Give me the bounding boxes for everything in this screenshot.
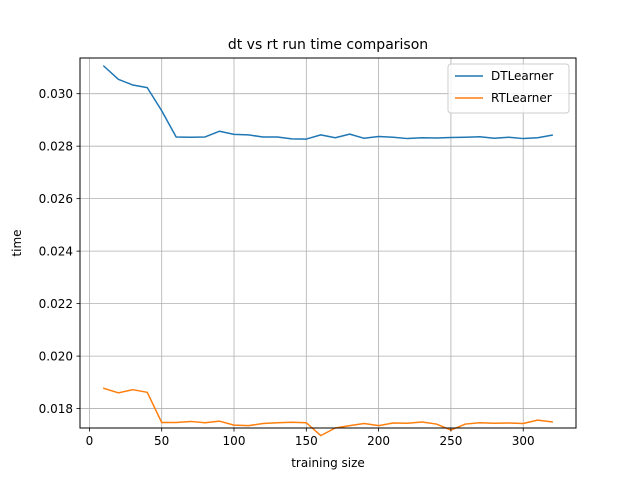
y-axis-ticks: 0.018 0.020 0.022 0.024 0.026 0.028 0.030 xyxy=(39,87,80,416)
y-tick-label: 0.024 xyxy=(39,245,73,259)
chart-title: dt vs rt run time comparison xyxy=(228,37,428,53)
x-tick-label: 150 xyxy=(295,434,318,448)
x-axis-ticks: 0 50 100 150 200 250 300 xyxy=(86,428,535,448)
x-tick-label: 250 xyxy=(439,434,462,448)
x-tick-label: 200 xyxy=(367,434,390,448)
series-lines xyxy=(102,65,554,437)
y-tick-label: 0.026 xyxy=(39,192,73,206)
series-line-dtlearner xyxy=(102,65,554,140)
x-axis-label: training size xyxy=(291,456,365,470)
y-axis-label: time xyxy=(10,229,24,256)
x-tick-label: 0 xyxy=(86,434,94,448)
x-tick-label: 300 xyxy=(512,434,535,448)
y-tick-label: 0.020 xyxy=(39,350,73,364)
series-line-rtlearner xyxy=(102,387,553,437)
y-tick-label: 0.030 xyxy=(39,87,73,101)
plot-frame xyxy=(79,57,577,429)
legend: DTLearner RTLearner xyxy=(447,63,570,114)
legend-label-dtlearner: DTLearner xyxy=(491,69,553,83)
y-tick-label: 0.018 xyxy=(39,402,73,416)
legend-label-rtlearner: RTLearner xyxy=(491,91,552,105)
y-tick-label: 0.022 xyxy=(39,297,73,311)
y-tick-label: 0.028 xyxy=(39,140,73,154)
grid-lines xyxy=(80,58,576,428)
x-tick-label: 50 xyxy=(154,434,169,448)
x-tick-label: 100 xyxy=(223,434,246,448)
